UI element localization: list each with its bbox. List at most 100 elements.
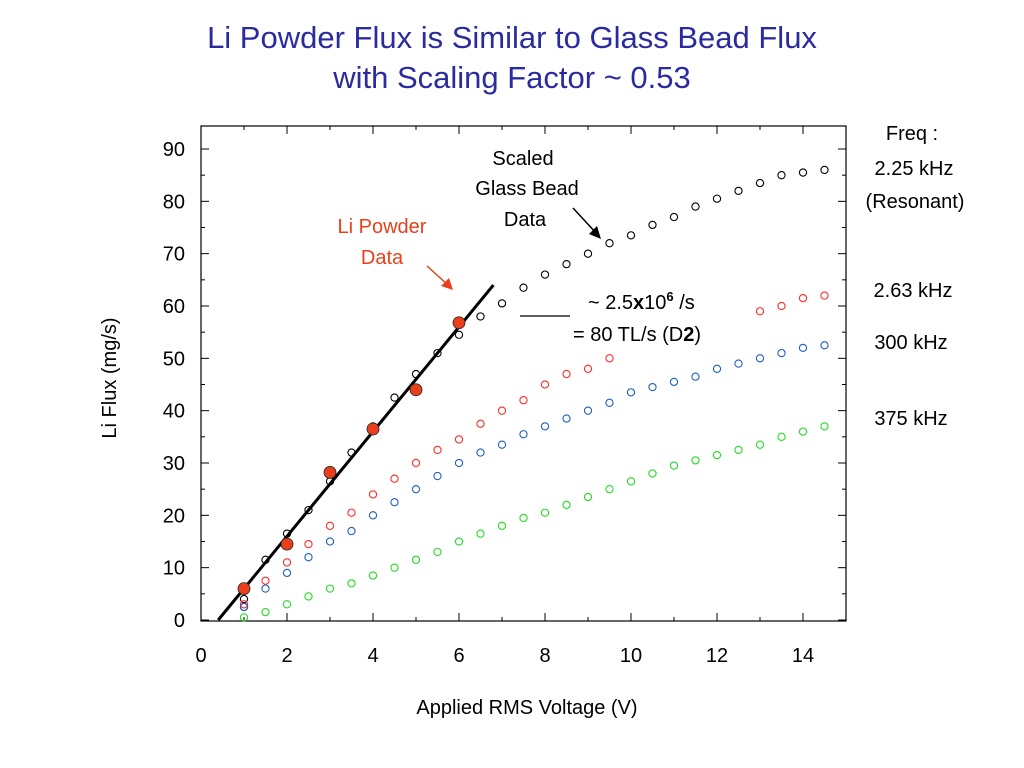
point-375-khz — [454, 537, 464, 546]
point-2.63-khz — [368, 490, 378, 499]
point-375-khz — [304, 592, 313, 601]
point-375-khz — [282, 600, 292, 609]
point-300-khz — [282, 568, 292, 578]
x-tick-label: 2 — [281, 645, 292, 667]
x-tick-label: 4 — [367, 645, 378, 667]
point-2.25-khz — [820, 165, 829, 175]
point-2.25-khz — [540, 270, 550, 279]
legend-entry-2.25khz-note: (Resonant) — [866, 191, 965, 213]
slide-title: Li Powder Flux is Similar to Glass Bead … — [0, 18, 1024, 98]
point-300-khz — [325, 537, 335, 546]
point-2.63-khz — [411, 458, 421, 468]
slope-isotope: 2 — [683, 324, 694, 346]
point-2.63-khz — [583, 364, 593, 373]
point-300-khz — [347, 526, 356, 536]
x-tick-label: 10 — [620, 645, 642, 667]
annotation-li-powder: Li Powder Data — [338, 216, 427, 269]
legend: Freq : 2.25 kHz (Resonant) 2.63 kHz 300 … — [866, 123, 965, 430]
point-2.63-khz — [497, 406, 507, 415]
point-300-khz — [777, 348, 786, 358]
slope-annotation-line1: ~ 2.5x106 /s — [588, 289, 695, 314]
point-2.25-khz — [798, 168, 808, 177]
point-300-khz — [519, 430, 528, 439]
annotation-powder-line2: Data — [361, 247, 404, 269]
arrowhead-li-powder — [441, 278, 453, 290]
annotation-scaled-line1: Scaled — [492, 148, 553, 170]
x-tick-label: 14 — [792, 645, 814, 667]
point-2.63-khz — [476, 419, 485, 428]
point-2.63-khz — [390, 474, 399, 483]
point-375-khz — [540, 508, 550, 517]
point-2.25-khz — [476, 312, 485, 321]
point-300-khz — [433, 471, 442, 481]
point-300-khz — [626, 388, 636, 397]
annotation-powder-line1: Li Powder — [338, 216, 427, 238]
point-2.63-khz — [325, 521, 335, 530]
point-2.63-khz — [433, 445, 442, 455]
point-2.25-khz — [734, 186, 743, 196]
point-2.25-khz — [304, 505, 313, 515]
fit-line — [217, 284, 495, 621]
x-tick-label: 8 — [539, 645, 550, 667]
point-300-khz — [798, 343, 808, 353]
point-li-powder-data — [237, 582, 251, 595]
point-375-khz — [519, 513, 528, 523]
point-300-khz — [411, 485, 421, 494]
point-300-khz — [540, 422, 550, 431]
point-375-khz — [734, 445, 743, 455]
point-375-khz — [368, 571, 378, 580]
point-2.25-khz — [583, 249, 593, 258]
slope-times: x — [633, 292, 644, 314]
point-375-khz — [648, 469, 657, 478]
point-2.63-khz — [282, 558, 292, 567]
point-2.63-khz — [798, 293, 808, 303]
point-2.63-khz — [562, 369, 571, 379]
point-300-khz — [691, 372, 700, 381]
point-300-khz — [390, 498, 399, 507]
point-375-khz — [669, 461, 679, 470]
point-375-khz — [583, 492, 593, 502]
slope-rate: = 80 TL/s (D — [573, 324, 683, 346]
point-300-khz — [368, 511, 378, 520]
y-tick-label: 0 — [174, 610, 185, 632]
y-axis-ticks: 0 10 20 30 40 50 60 70 80 90 — [163, 139, 846, 632]
arrowhead-scaled-data — [589, 226, 601, 239]
legend-heading: Freq : — [886, 123, 938, 145]
point-375-khz — [712, 450, 722, 460]
point-375-khz — [476, 529, 485, 538]
annotation-scaled-line3: Data — [504, 209, 547, 231]
point-li-powder-data — [452, 316, 466, 330]
point-li-powder-data — [323, 466, 337, 479]
arrow-scaled-data — [572, 207, 598, 235]
point-2.63-khz — [605, 354, 614, 363]
point-375-khz — [820, 422, 829, 431]
point-2.25-khz — [282, 529, 292, 538]
point-300-khz — [820, 341, 829, 350]
point-2.63-khz — [261, 576, 270, 585]
plot-frame — [200, 125, 847, 622]
point-375-khz — [777, 432, 786, 441]
y-tick-label: 80 — [163, 191, 185, 213]
point-2.25-khz — [497, 299, 507, 308]
point-375-khz — [562, 500, 571, 510]
x-tick-label: 6 — [453, 645, 464, 667]
point-li-powder-data — [280, 537, 294, 551]
y-tick-label: 20 — [163, 505, 185, 527]
point-375-khz — [411, 555, 421, 564]
point-2.63-khz — [777, 301, 786, 311]
point-300-khz — [476, 448, 485, 457]
point-2.63-khz — [519, 396, 528, 405]
point-2.63-khz — [820, 291, 829, 300]
point-2.25-khz — [691, 202, 700, 211]
point-300-khz — [562, 414, 571, 423]
point-300-khz — [605, 398, 614, 407]
point-2.63-khz — [454, 435, 464, 444]
slope-base: 10 — [644, 292, 666, 314]
point-2.63-khz — [304, 539, 313, 549]
point-2.25-khz — [605, 239, 614, 248]
legend-entry-300khz: 300 kHz — [874, 332, 947, 354]
point-375-khz — [433, 547, 442, 557]
y-tick-label: 40 — [163, 401, 185, 423]
slope-annotation-line2: = 80 TL/s (D2) — [573, 324, 701, 346]
